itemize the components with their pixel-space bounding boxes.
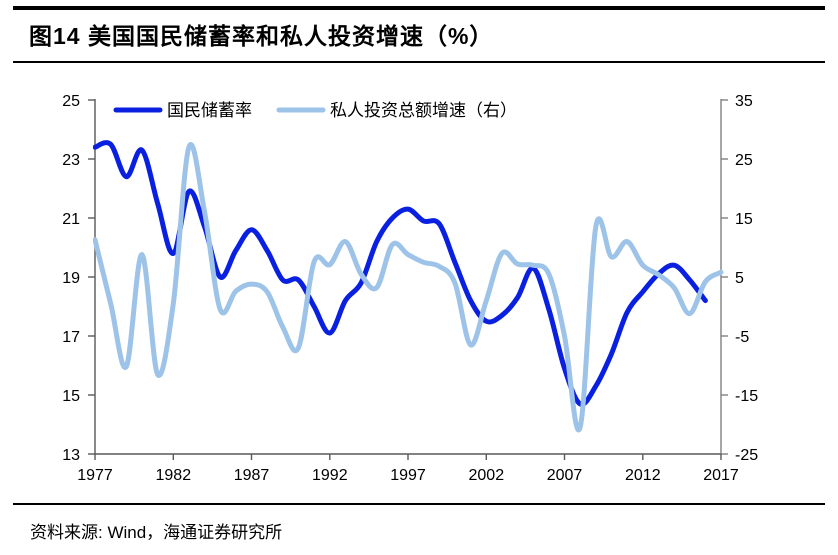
legend-label-savings: 国民储蓄率 xyxy=(167,101,252,120)
x-tick-label: 1992 xyxy=(312,467,348,484)
x-tick-label: 2012 xyxy=(625,467,661,484)
x-tick-label: 1997 xyxy=(390,467,426,484)
left-tick-label: 19 xyxy=(62,270,80,287)
legend-label-investment: 私人投资总额增速（右） xyxy=(330,101,517,120)
right-tick-label: 25 xyxy=(735,152,753,169)
y-axis-left-labels: 25 23 21 19 17 15 13 xyxy=(62,93,80,464)
left-tick-label: 17 xyxy=(62,329,80,346)
right-tick-label: -25 xyxy=(735,447,758,464)
y-axis-right-labels: 35 25 15 5 -5 -15 -25 xyxy=(735,93,758,464)
y-axis-left xyxy=(88,99,96,455)
chart-legend: 国民储蓄率 私人投资总额增速（右） xyxy=(113,101,517,120)
x-tick-label: 1982 xyxy=(156,467,192,484)
left-tick-label: 13 xyxy=(62,447,80,464)
right-tick-label: 15 xyxy=(735,211,753,228)
left-tick-label: 15 xyxy=(62,388,80,405)
figure-title: 图14 美国国民储蓄率和私人投资增速（%） xyxy=(29,23,494,49)
right-tick-label: 5 xyxy=(735,270,744,287)
x-tick-label: 2007 xyxy=(547,467,583,484)
title-divider-rule xyxy=(13,61,825,63)
footer-divider-rule xyxy=(13,503,825,505)
x-axis-labels: 1977 1982 1987 1992 1997 2002 2007 2012 … xyxy=(77,467,739,484)
x-tick-label: 2017 xyxy=(703,467,739,484)
left-tick-label: 25 xyxy=(62,93,80,110)
source-note: 资料来源: Wind，海通证券研究所 xyxy=(30,523,283,542)
right-tick-label: 35 xyxy=(735,93,753,110)
right-tick-label: -15 xyxy=(735,388,758,405)
x-tick-label: 1987 xyxy=(234,467,270,484)
y-axis-right xyxy=(720,99,728,455)
x-axis xyxy=(94,453,722,460)
x-tick-label: 2002 xyxy=(469,467,505,484)
right-tick-label: -5 xyxy=(735,329,749,346)
savings-rate-line xyxy=(93,140,708,407)
left-tick-label: 23 xyxy=(62,152,80,169)
top-rule xyxy=(13,6,825,10)
x-tick-label: 1977 xyxy=(77,467,113,484)
investment-growth-line xyxy=(93,142,724,433)
left-tick-label: 21 xyxy=(62,211,80,228)
